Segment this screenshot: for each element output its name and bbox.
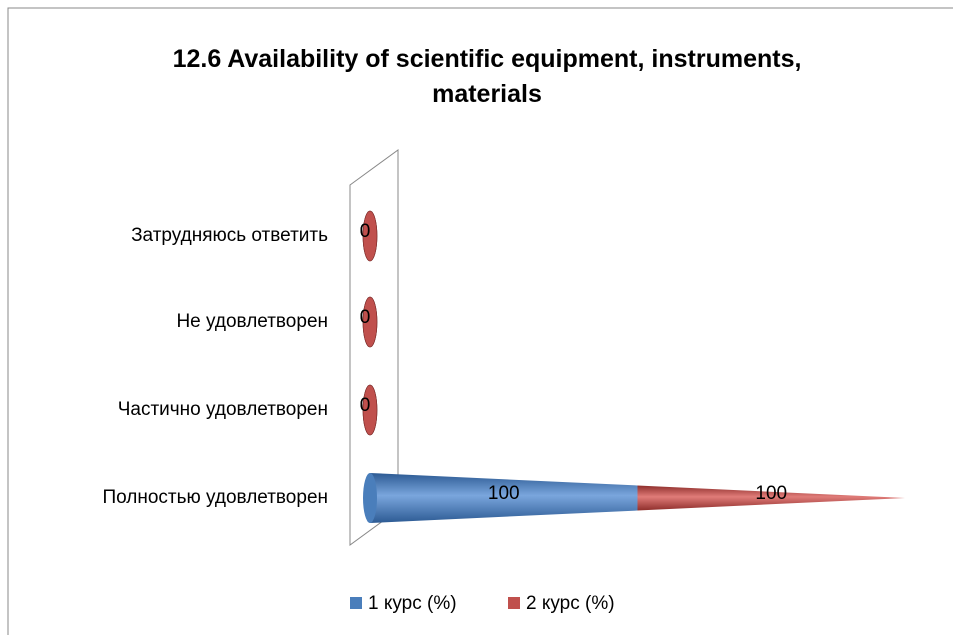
category-label: Не удовлетворен (176, 311, 328, 332)
legend-label: 2 курс (%) (526, 593, 615, 614)
legend-label: 1 курс (%) (368, 593, 457, 614)
data-label: 100 (755, 483, 787, 504)
data-label: 100 (488, 483, 520, 504)
cone-segment (362, 384, 378, 436)
data-label: 0 (360, 221, 371, 242)
data-label: 0 (360, 307, 371, 328)
cone-segment (370, 473, 638, 523)
chart-border (7, 7, 953, 640)
cone-segment (362, 296, 378, 348)
legend-swatch (350, 597, 362, 609)
data-label: 0 (360, 395, 371, 416)
cone-segment (362, 210, 378, 262)
cone-segment (637, 485, 905, 511)
cone-base (363, 473, 377, 523)
category-label: Частично удовлетворен (118, 399, 328, 420)
category-label: Полностью удовлетворен (102, 487, 328, 508)
chart-title: 12.6 Availability of scientific equipmen… (173, 45, 802, 108)
legend-swatch (508, 597, 520, 609)
category-label: Затрудняюсь ответить (131, 225, 328, 246)
